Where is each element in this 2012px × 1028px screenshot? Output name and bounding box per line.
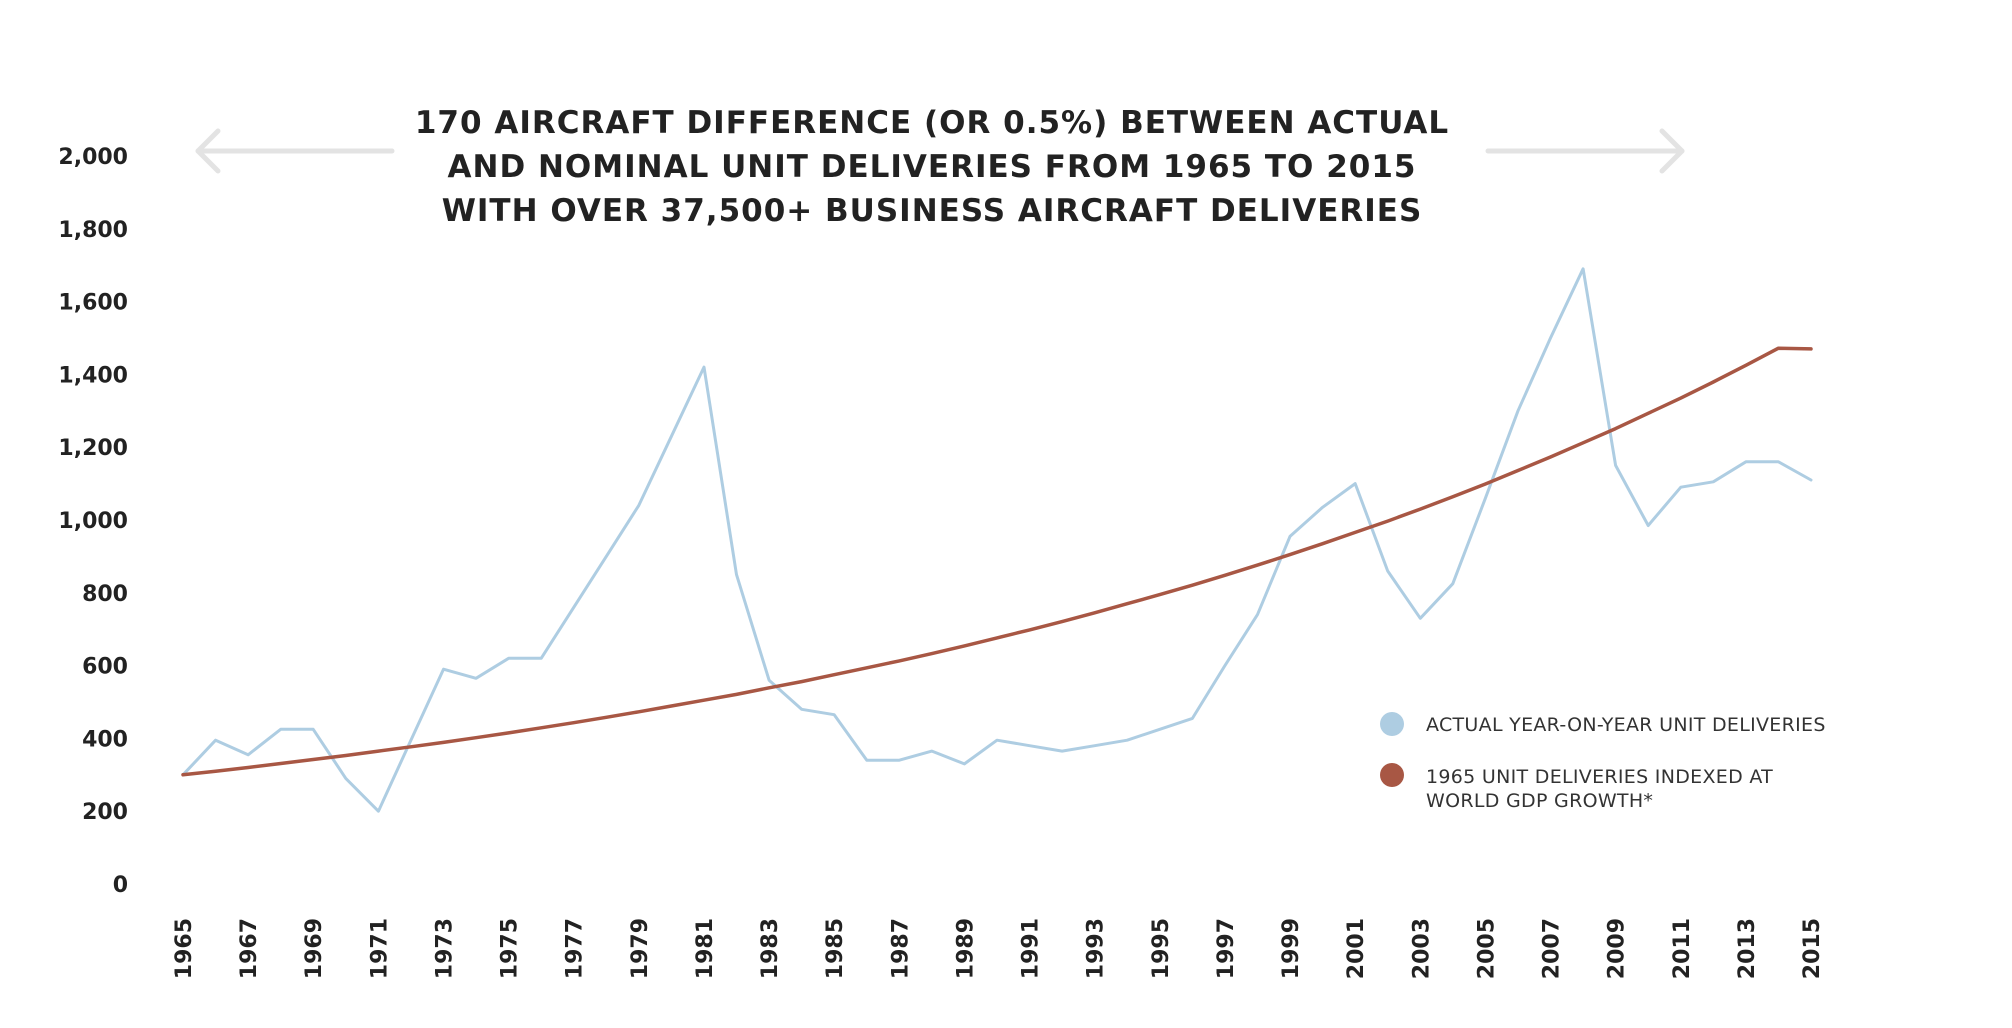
x-tick-label: 1981 bbox=[693, 918, 718, 979]
x-axis: 1965 1967 1969 1971 1973 1975 1977 1979 1981 1983… bbox=[172, 918, 1825, 979]
x-tick-label: 1973 bbox=[432, 918, 457, 979]
x-tick-label: 1979 bbox=[628, 918, 653, 979]
x-tick-label: 1987 bbox=[888, 918, 913, 979]
y-axis: 0 200 400 600 800 1,000 1,200 1,400 1,600 1,800 2,… bbox=[58, 145, 128, 898]
x-tick-label: 1993 bbox=[1084, 918, 1109, 979]
y-tick-label: 1,000 bbox=[58, 509, 128, 534]
x-tick-label: 2011 bbox=[1670, 918, 1695, 979]
title-line-2: AND NOMINAL UNIT DELIVERIES FROM 1965 TO… bbox=[448, 149, 1417, 185]
y-tick-label: 200 bbox=[82, 800, 128, 825]
x-tick-label: 1991 bbox=[1019, 918, 1044, 979]
series-layer bbox=[181, 267, 1813, 813]
series-actual-deliveries-line bbox=[181, 267, 1813, 813]
x-tick-label: 1999 bbox=[1279, 918, 1304, 979]
legend-label-gdp-indexed-line-1: 1965 UNIT DELIVERIES INDEXED AT bbox=[1426, 766, 1773, 788]
x-tick-label: 2003 bbox=[1409, 918, 1434, 979]
chart-title: 170 AIRCRAFT DIFFERENCE (OR 0.5%) BETWEE… bbox=[415, 105, 1449, 229]
series-gdp-indexed-line bbox=[181, 346, 1813, 777]
y-tick-label: 2,000 bbox=[58, 145, 128, 170]
legend-marker-gdp-indexed bbox=[1380, 763, 1404, 787]
y-tick-label: 800 bbox=[82, 582, 128, 607]
x-tick-label: 1977 bbox=[563, 918, 588, 979]
y-tick-label: 400 bbox=[82, 727, 128, 752]
x-tick-label: 1971 bbox=[367, 918, 392, 979]
legend-label-gdp-indexed-line-2: WORLD GDP GROWTH* bbox=[1426, 790, 1653, 812]
x-tick-label: 2001 bbox=[1344, 918, 1369, 979]
x-tick-label: 1965 bbox=[172, 918, 197, 979]
y-tick-label: 600 bbox=[82, 655, 128, 680]
y-tick-label: 1,600 bbox=[58, 291, 128, 316]
title-line-3: WITH OVER 37,500+ BUSINESS AIRCRAFT DELI… bbox=[442, 193, 1423, 229]
left-arrow-icon bbox=[195, 128, 395, 174]
x-tick-label: 1969 bbox=[302, 918, 327, 979]
title-line-1: 170 AIRCRAFT DIFFERENCE (OR 0.5%) BETWEE… bbox=[415, 105, 1449, 141]
right-arrow-icon bbox=[1485, 128, 1685, 174]
y-tick-label: 1,200 bbox=[58, 436, 128, 461]
legend-label-actual: ACTUAL YEAR-ON-YEAR UNIT DELIVERIES bbox=[1426, 714, 1826, 736]
y-tick-label: 1,800 bbox=[58, 218, 128, 243]
x-tick-label: 1995 bbox=[1149, 918, 1174, 979]
x-tick-label: 1967 bbox=[237, 918, 262, 979]
x-tick-label: 1989 bbox=[953, 918, 978, 979]
y-tick-label: 0 bbox=[113, 873, 128, 898]
x-tick-label: 1997 bbox=[1214, 918, 1239, 979]
y-tick-label: 1,400 bbox=[58, 363, 128, 388]
x-tick-label: 2013 bbox=[1735, 918, 1760, 979]
x-tick-label: 1983 bbox=[758, 918, 783, 979]
x-tick-label: 1985 bbox=[823, 918, 848, 979]
x-tick-label: 2005 bbox=[1474, 918, 1499, 979]
x-tick-label: 2007 bbox=[1540, 918, 1565, 979]
legend: ACTUAL YEAR-ON-YEAR UNIT DELIVERIES 1965… bbox=[1380, 712, 1826, 812]
x-tick-label: 1975 bbox=[498, 918, 523, 979]
legend-marker-actual bbox=[1380, 712, 1404, 736]
x-tick-label: 2009 bbox=[1605, 918, 1630, 979]
x-tick-label: 2015 bbox=[1800, 918, 1825, 979]
